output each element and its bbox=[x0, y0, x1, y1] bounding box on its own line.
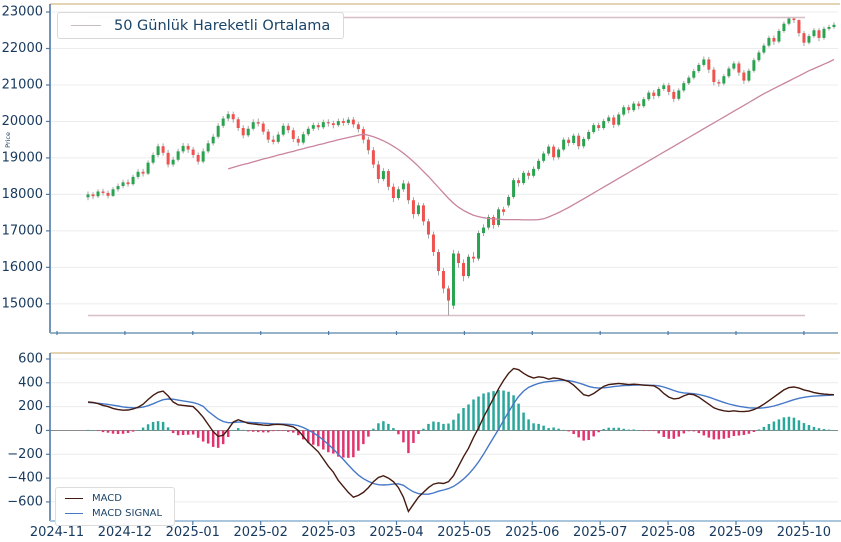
ma50-legend: 50 Günlük Hareketli Ortalama bbox=[57, 12, 345, 39]
macd-signal-swatch bbox=[65, 513, 83, 514]
macd-line bbox=[87, 367, 835, 514]
x-axis-labels: 2024-11 2024-12 2025-01 2025-02 2025-03 2025-… bbox=[30, 521, 831, 540]
macd-legend-row: MACD bbox=[65, 493, 162, 504]
macd-axes: 600 400 200 0 −200 −400 −600 bbox=[7, 351, 841, 522]
x-tick-label: 2025-03 bbox=[301, 525, 355, 540]
price-y-tick-label: 23000 bbox=[2, 5, 43, 20]
macd-y-tick-label: 200 bbox=[18, 399, 43, 414]
x-tick-label: 2025-01 bbox=[166, 525, 220, 540]
price-y-tick-label: 15000 bbox=[2, 296, 43, 311]
x-tick-label: 2025-02 bbox=[234, 525, 288, 540]
x-tick-label: 2025-07 bbox=[573, 525, 627, 540]
price-y-tick-label: 20000 bbox=[2, 114, 43, 129]
ma50-line bbox=[228, 58, 835, 221]
high-low-reference-lines bbox=[88, 16, 805, 317]
x-tick-label: 2025-04 bbox=[369, 525, 423, 540]
x-tick-label: 2024-11 bbox=[30, 525, 84, 540]
macd-y-tick-label: 0 bbox=[35, 423, 43, 438]
candlesticks bbox=[86, 17, 836, 316]
macd-y-tick-label: −200 bbox=[7, 447, 43, 462]
macd-y-tick-label: −600 bbox=[7, 494, 43, 509]
ma50-legend-swatch-line bbox=[71, 25, 101, 26]
macd-gridlines bbox=[50, 358, 838, 503]
macd-legend-row: MACD SIGNAL bbox=[65, 508, 162, 519]
macd-signal-line bbox=[87, 379, 835, 495]
x-tick-label: 2025-08 bbox=[641, 525, 695, 540]
x-tick-label: 2025-09 bbox=[709, 525, 763, 540]
price-axis-title: Price bbox=[4, 132, 12, 148]
macd-signal-label: MACD SIGNAL bbox=[92, 508, 163, 519]
price-y-tick-label: 19000 bbox=[2, 150, 43, 165]
macd-legend: MACD MACD SIGNAL bbox=[55, 487, 176, 526]
macd-line-swatch bbox=[65, 498, 83, 499]
ma50-legend-label: 50 Günlük Hareketli Ortalama bbox=[114, 17, 331, 34]
price-y-tick-label: 21000 bbox=[2, 77, 43, 92]
macd-y-tick-label: 600 bbox=[18, 351, 43, 366]
macd-y-tick-label: −400 bbox=[7, 471, 43, 486]
price-y-tick-label: 17000 bbox=[2, 223, 43, 238]
x-tick-label: 2024-12 bbox=[98, 525, 152, 540]
macd-y-tick-label: 400 bbox=[18, 375, 43, 390]
macd-histogram bbox=[86, 389, 836, 458]
x-tick-label: 2025-10 bbox=[777, 525, 831, 540]
macd-line-label: MACD bbox=[92, 493, 122, 504]
price-y-tick-label: 16000 bbox=[2, 260, 43, 275]
price-axes: 23000 22000 21000 20000 19000 18000 17000 16000… bbox=[2, 3, 840, 335]
x-tick-label: 2025-05 bbox=[437, 525, 491, 540]
price-y-tick-label: 22000 bbox=[2, 41, 43, 56]
price-y-tick-label: 18000 bbox=[2, 187, 43, 202]
x-tick-label: 2025-06 bbox=[505, 525, 559, 540]
